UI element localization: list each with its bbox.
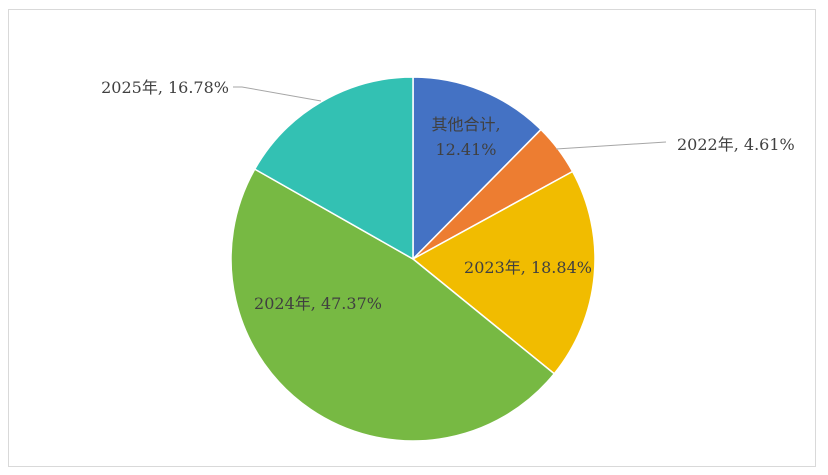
- leader-line-2022: [555, 141, 667, 150]
- label-other-name: 其他合计,: [431, 115, 500, 134]
- label-2025: 2025年, 16.78%: [101, 78, 229, 97]
- label-2023: 2023年, 18.84%: [464, 258, 592, 277]
- slice-2025: [253, 76, 414, 261]
- leader-line-2025: [233, 86, 322, 102]
- slice-2023: [411, 170, 596, 375]
- pie-slices: [230, 76, 596, 442]
- label-2022: 2022年, 4.61%: [677, 135, 795, 154]
- slice-2024: [230, 168, 556, 442]
- leader-lines: [233, 86, 667, 150]
- label-other-value: 12.41%: [435, 140, 496, 159]
- label-2024: 2024年, 47.37%: [254, 294, 382, 313]
- slice-other: [412, 76, 543, 261]
